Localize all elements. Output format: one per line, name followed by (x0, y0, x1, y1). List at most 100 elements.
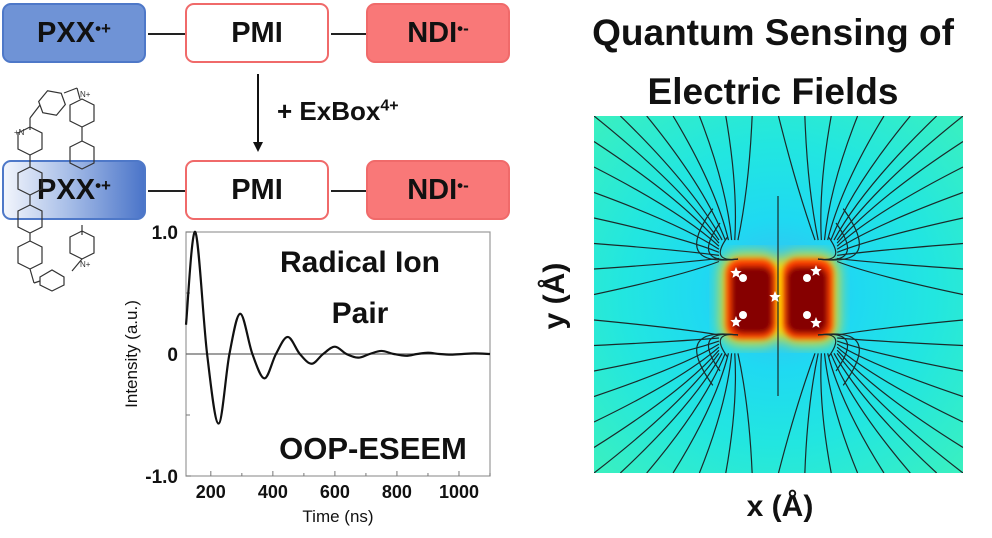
y-axis-label: Intensity (a.u.) (122, 300, 141, 408)
exbox-label: + ExBox4+ (277, 96, 399, 127)
pxx-charge: •+ (95, 176, 111, 195)
ndi-charge: •- (457, 19, 469, 38)
ndi-box-1: NDI •- (366, 3, 510, 63)
field-streamline (823, 353, 859, 473)
field-streamline (836, 191, 963, 250)
pxx-charge: •+ (95, 19, 111, 38)
x-tick-label: 800 (382, 482, 412, 502)
field-streamline (837, 257, 963, 270)
pxx-label: PXX (37, 173, 96, 206)
field-streamline (737, 353, 753, 473)
field-streamline (698, 353, 733, 473)
field-streamline (827, 116, 885, 241)
field-streamline (594, 260, 720, 296)
field-y-label: y (Å) (538, 262, 571, 330)
field-streamline (836, 217, 963, 253)
linker (331, 33, 367, 35)
pxx-label: PXX (37, 16, 96, 49)
ndi-box-2: NDI •- (366, 160, 510, 220)
ndi-label: NDI (407, 173, 458, 206)
field-streamline (833, 353, 938, 473)
field-streamline (696, 208, 739, 261)
field-streamline (725, 116, 737, 241)
x-tick-label: 1000 (439, 482, 479, 502)
field-streamline (594, 257, 720, 270)
field-streamline (594, 140, 720, 244)
charge-site-dot (739, 311, 747, 319)
field-streamline (817, 208, 860, 261)
field-streamline (836, 343, 963, 398)
charge-site-dot (803, 311, 811, 319)
down-arrow-icon (253, 74, 263, 152)
linker (148, 33, 185, 35)
spin-site-star-icon (730, 316, 742, 327)
pmi-box-1: PMI (185, 3, 329, 63)
field-streamline (836, 260, 963, 296)
field-streamline (725, 353, 737, 473)
spin-site-star-icon (810, 265, 822, 276)
field-streamline (619, 116, 723, 241)
field-streamline (698, 116, 733, 241)
field-streamline (830, 353, 911, 473)
pmi-label: PMI (231, 16, 283, 49)
field-streamline (804, 116, 819, 241)
field-streamline (837, 337, 963, 347)
field-streamline (594, 217, 720, 253)
ndi-charge: •- (457, 176, 469, 195)
field-streamline (836, 340, 963, 372)
y-tick-label: 0 (167, 345, 178, 366)
charge-site-dot (739, 274, 747, 282)
eseem-trace (184, 230, 491, 425)
exbox-text: + ExBox (277, 96, 381, 126)
field-streamline (833, 116, 938, 241)
field-streamline (594, 343, 720, 398)
electric-field-map (594, 116, 963, 473)
title-line-1: Quantum Sensing of (592, 12, 954, 53)
field-streamline (830, 116, 911, 241)
ndi-label: NDI (407, 16, 458, 49)
eseem-chart: 200 400 600 800 1000 1.0 0 -1.0 Time (ns) Inten… (122, 223, 491, 526)
annotation-pair: Pair (331, 297, 389, 330)
field-streamline (594, 191, 720, 250)
field-streamline (619, 353, 723, 473)
spin-site-star-icon (810, 317, 822, 328)
field-streamline (823, 116, 859, 241)
x-tick-label: 400 (258, 482, 288, 502)
title-line-2: Electric Fields (647, 71, 899, 112)
x-tick-label: 600 (320, 482, 350, 502)
field-streamline (646, 353, 726, 473)
field-streamline (696, 333, 739, 386)
field-streamline (817, 333, 860, 386)
field-streamline (594, 319, 720, 336)
field-streamline (836, 349, 963, 449)
x-axis-label: Time (ns) (302, 507, 373, 526)
exbox-charge: 4+ (380, 97, 399, 115)
field-streamline (827, 353, 885, 473)
field-streamline (594, 337, 720, 347)
field-streamline (672, 116, 730, 241)
field-streamline (804, 353, 819, 473)
exbox-molecule-structure: N+ +N N+ (14, 87, 95, 292)
pxx-box-2: PXX •+ (2, 160, 146, 220)
field-streamline (836, 140, 963, 244)
y-tick-label: -1.0 (145, 467, 178, 488)
svg-text:N+: N+ (80, 260, 91, 269)
field-streamline (777, 353, 816, 473)
field-streamline (836, 166, 963, 247)
field-streamline (820, 116, 832, 241)
field-streamline (594, 116, 720, 241)
field-streamline (594, 166, 720, 247)
charge-site-dot (803, 274, 811, 282)
field-streamline (820, 353, 832, 473)
x-tick-label: 200 (196, 482, 226, 502)
linker (148, 190, 185, 192)
pxx-box-1: PXX •+ (2, 3, 146, 63)
field-streamline (672, 353, 730, 473)
field-streamline (594, 352, 720, 473)
svg-text:+N: +N (14, 128, 25, 137)
field-x-label: x (Å) (746, 490, 814, 523)
field-streamline (777, 116, 816, 241)
y-tick-label: 1.0 (152, 223, 178, 244)
svg-text:N+: N+ (80, 90, 91, 99)
field-streamline (646, 116, 726, 241)
